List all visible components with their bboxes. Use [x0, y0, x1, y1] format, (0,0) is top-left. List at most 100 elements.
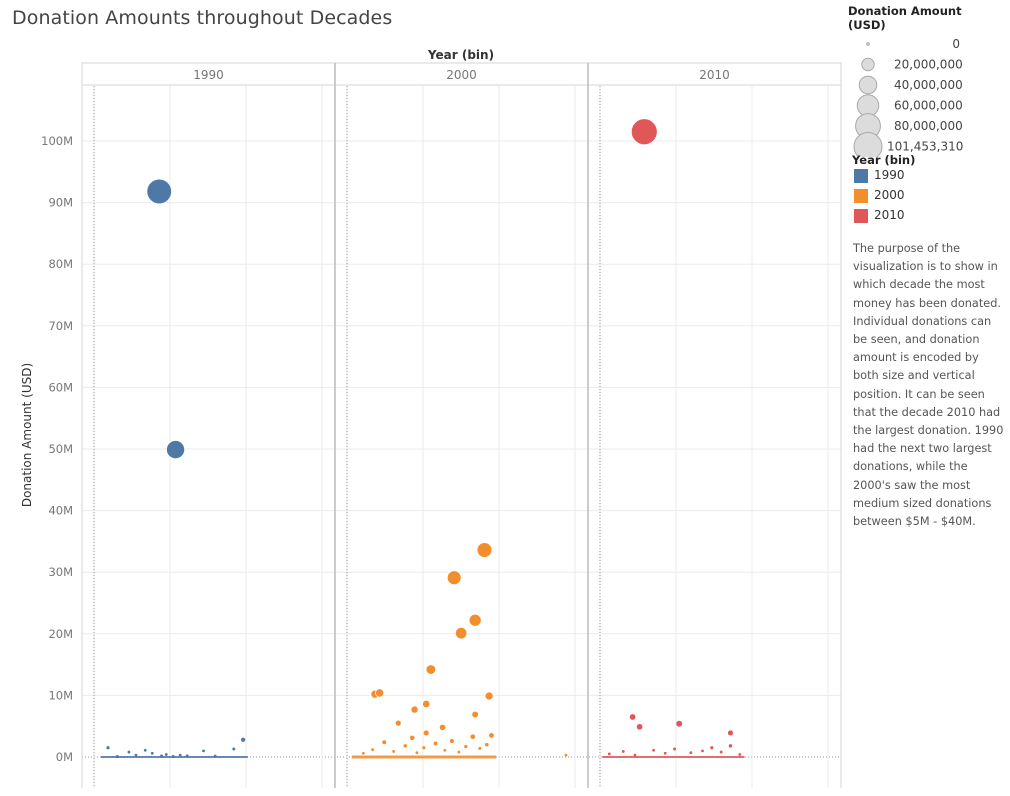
color-legend: Year (bin) 1990 2000 2010 [852, 153, 1002, 227]
data-point-1990 [185, 754, 189, 758]
data-point-2000 [464, 744, 468, 749]
data-point-1990 [106, 746, 110, 750]
y-tick-label: 10M [48, 688, 73, 702]
data-point-2010 [676, 720, 683, 727]
data-point-2000 [361, 751, 365, 755]
data-point-2000 [422, 699, 431, 709]
data-point-2010 [633, 753, 637, 757]
size-legend-circle [866, 42, 870, 46]
size-legend-label: 80,000,000 [894, 119, 963, 133]
data-point-2010 [689, 751, 693, 755]
data-point-2000 [484, 742, 489, 747]
description-text: The purpose of the visualization is to s… [853, 242, 1004, 529]
y-tick-label: 90M [48, 196, 73, 210]
color-swatch [854, 209, 868, 223]
color-swatch [854, 169, 868, 183]
data-point-1990 [240, 737, 246, 742]
color-legend-label: 1990 [874, 168, 905, 182]
y-tick-label: 100M [41, 134, 73, 148]
data-point-1990 [146, 178, 173, 205]
data-point-2010 [738, 753, 742, 756]
size-legend-label: 101,453,310 [887, 140, 963, 154]
y-tick-label: 60M [48, 380, 73, 394]
y-tick-label: 50M [48, 442, 73, 456]
data-point-2000 [382, 740, 387, 745]
data-point-2000 [371, 748, 375, 752]
scatter-chart: Year (bin) 0M 10M 20M 30M 40M 50M 60M 70M 80M 90M 1… [20, 48, 842, 788]
data-point-2000 [478, 746, 482, 750]
data-point-2000 [564, 753, 568, 757]
data-point-2000 [425, 664, 437, 675]
data-point-1990 [178, 753, 182, 757]
panel-header-label: 2000 [446, 68, 477, 82]
y-tick-label: 40M [48, 504, 73, 518]
data-point-2000 [403, 744, 407, 748]
data-point-2000 [410, 705, 419, 714]
y-tick-label: 20M [48, 627, 73, 641]
data-point-1990 [202, 749, 205, 753]
data-point-1990 [164, 753, 168, 756]
data-point-2000 [392, 750, 395, 753]
data-point-2000 [489, 733, 494, 738]
color-legend-label: 2000 [874, 188, 905, 202]
data-point-2010 [652, 748, 655, 752]
y-axis-title: Donation Amount (USD) [20, 363, 34, 507]
data-point-1990 [115, 754, 119, 758]
size-legend-circle [861, 57, 875, 72]
data-point-1990 [134, 753, 138, 757]
column-header-title: Year (bin) [427, 48, 494, 62]
panel-header-label: 2010 [699, 68, 730, 82]
data-point-2000 [409, 735, 415, 741]
color-legend-item: 1990 [852, 167, 1002, 187]
size-legend-label: 60,000,000 [894, 99, 963, 113]
color-legend-item: 2010 [852, 207, 1002, 227]
data-point-2000 [484, 691, 494, 701]
data-point-2010 [673, 747, 677, 751]
size-legend-marks: 0 20,000,000 40,000,000 60,000,000 80,000,00… [853, 37, 963, 161]
color-legend-label: 2010 [874, 208, 905, 222]
data-point-1990 [160, 754, 163, 758]
data-point-2000 [423, 730, 429, 736]
data-point-2010 [719, 750, 723, 754]
data-point-2010 [727, 730, 734, 736]
data-point-2010 [701, 749, 704, 753]
size-legend-title: Donation Amount (USD) [848, 4, 962, 32]
data-point-2000 [470, 734, 476, 740]
data-point-2000 [471, 710, 479, 719]
data-point-1990 [213, 754, 217, 758]
data-point-2000 [415, 751, 419, 755]
data-point-2010 [663, 751, 667, 755]
data-point-2000 [468, 613, 482, 627]
y-tick-label: 80M [48, 257, 73, 271]
data-point-2000 [422, 746, 426, 750]
size-legend: Donation Amount (USD) 0 20,000,000 40,000,… [848, 4, 998, 161]
data-point-1990 [127, 750, 131, 754]
data-point-2000 [449, 738, 454, 744]
chart-title: Donation Amounts throughout Decades [12, 7, 393, 29]
size-legend-label: 40,000,000 [894, 78, 963, 92]
data-point-2010 [710, 746, 714, 750]
data-point-2010 [607, 752, 611, 756]
data-point-1990 [232, 747, 236, 751]
data-point-2010 [728, 744, 733, 748]
data-point-2000 [457, 750, 461, 754]
size-legend-circle [858, 75, 878, 95]
color-legend-title: Year (bin) [852, 153, 916, 167]
data-point-2010 [636, 723, 643, 730]
data-point-2000 [394, 719, 402, 727]
data-point-2000 [375, 688, 385, 698]
data-point-1990 [150, 751, 154, 755]
data-point-2000 [439, 724, 446, 731]
data-point-2000 [476, 542, 493, 558]
data-point-1990 [171, 754, 175, 758]
panel-header-label: 1990 [193, 68, 224, 82]
data-point-1990 [143, 748, 147, 752]
data-point-2000 [454, 626, 468, 640]
y-tick-label: 30M [48, 565, 73, 579]
size-legend-label: 0 [952, 37, 960, 51]
color-legend-item: 2000 [852, 187, 1002, 207]
y-tick-label: 70M [48, 319, 73, 333]
data-point-1990 [166, 440, 186, 460]
color-swatch [854, 189, 868, 203]
data-point-2010 [628, 713, 637, 721]
